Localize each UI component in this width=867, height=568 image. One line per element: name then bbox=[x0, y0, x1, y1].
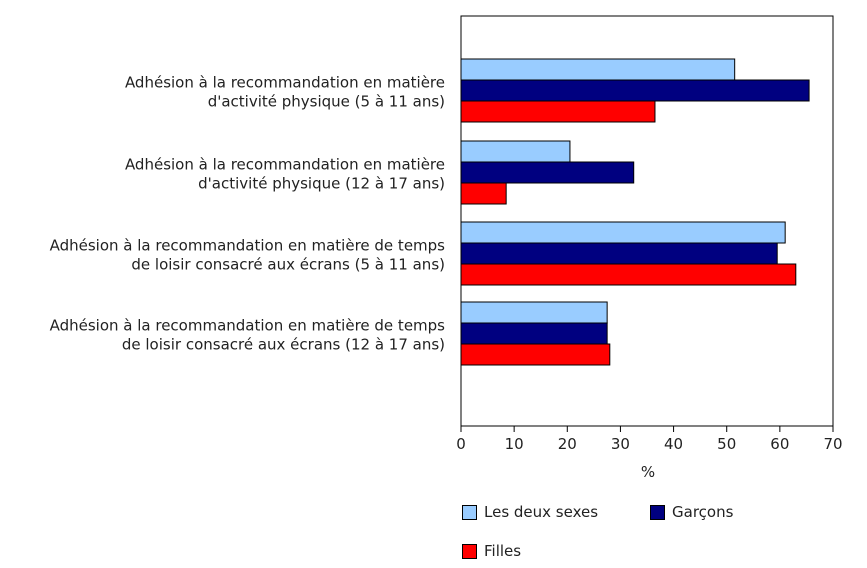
category-label-1-line-1: d'activité physique (12 à 17 ans) bbox=[198, 175, 445, 193]
legend-label-filles: Filles bbox=[484, 542, 522, 560]
category-label-3: Adhésion à la recommandation en matière … bbox=[50, 317, 446, 354]
legend-item-les-deux-sexes: Les deux sexes bbox=[462, 503, 598, 521]
category-label-0-line-0: Adhésion à la recommandation en matière bbox=[125, 74, 445, 92]
x-tick-label-40: 40 bbox=[664, 435, 683, 453]
x-tick-label-70: 70 bbox=[823, 435, 842, 453]
category-label-3-line-0: Adhésion à la recommandation en matière … bbox=[50, 317, 446, 335]
legend-swatch-garcons bbox=[650, 504, 665, 520]
bar-gar-ons-0 bbox=[460, 79, 810, 102]
category-label-1: Adhésion à la recommandation en matière d… bbox=[125, 156, 445, 193]
bar-gar-ons-3 bbox=[460, 322, 608, 345]
bar-les-deux-sexes-3 bbox=[460, 301, 608, 324]
bar-les-deux-sexes-2 bbox=[460, 221, 786, 244]
plot-area bbox=[460, 15, 834, 427]
category-label-2-line-1: de loisir consacré aux écrans (5 à 11 an… bbox=[131, 256, 445, 274]
legend-swatch-filles bbox=[462, 543, 477, 559]
legend-swatch-les-deux-sexes bbox=[462, 504, 477, 520]
bar-filles-1 bbox=[460, 182, 507, 205]
x-tick-label-30: 30 bbox=[611, 435, 630, 453]
bar-gar-ons-2 bbox=[460, 242, 778, 265]
x-axis-ticks: 0 10 20 30 40 50 60 70 bbox=[456, 426, 843, 453]
x-tick-label-50: 50 bbox=[717, 435, 736, 453]
bar-les-deux-sexes-0 bbox=[460, 58, 736, 81]
x-tick-label-20: 20 bbox=[558, 435, 577, 453]
x-tick-label-0: 0 bbox=[456, 435, 466, 453]
bars-group bbox=[460, 58, 810, 366]
x-tick-label-10: 10 bbox=[505, 435, 524, 453]
bar-filles-3 bbox=[460, 343, 611, 366]
x-tick-label-60: 60 bbox=[770, 435, 789, 453]
category-label-1-line-0: Adhésion à la recommandation en matière bbox=[125, 156, 445, 174]
category-label-0: Adhésion à la recommandation en matière d… bbox=[125, 74, 445, 111]
bar-gar-ons-1 bbox=[460, 161, 635, 184]
bar-filles-0 bbox=[460, 100, 656, 123]
category-label-2-line-0: Adhésion à la recommandation en matière … bbox=[50, 237, 446, 255]
category-label-2: Adhésion à la recommandation en matière … bbox=[50, 237, 446, 274]
legend-item-garcons: Garçons bbox=[650, 503, 733, 521]
legend-item-filles: Filles bbox=[462, 542, 521, 560]
legend-label-garcons: Garçons bbox=[672, 503, 734, 521]
bar-les-deux-sexes-1 bbox=[460, 140, 571, 163]
category-label-3-line-1: de loisir consacré aux écrans (12 à 17 a… bbox=[122, 336, 445, 354]
category-label-0-line-1: d'activité physique (5 à 11 ans) bbox=[208, 93, 445, 111]
bar-filles-2 bbox=[460, 263, 797, 286]
legend-label-les-deux-sexes: Les deux sexes bbox=[484, 503, 599, 521]
x-axis-label: % bbox=[641, 463, 655, 481]
category-labels: Adhésion à la recommandation en matière d… bbox=[50, 74, 446, 354]
